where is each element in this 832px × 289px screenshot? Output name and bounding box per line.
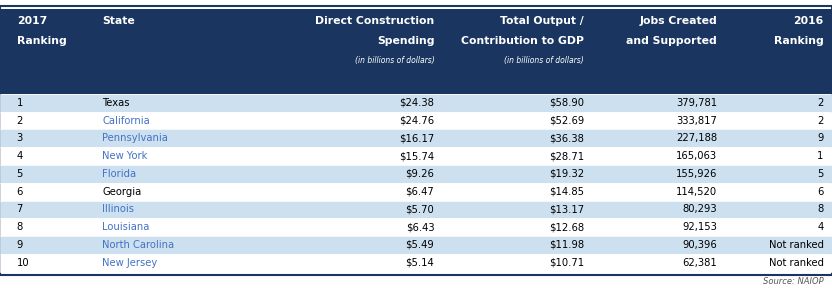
Text: 7: 7 [17,204,23,214]
Text: $58.90: $58.90 [549,98,584,108]
Text: 333,817: 333,817 [676,116,717,126]
Text: State: State [102,16,135,26]
Bar [0,183,832,201]
Text: $6.43: $6.43 [406,222,434,232]
Text: New Jersey: New Jersey [102,258,157,268]
Bar [0,94,832,112]
Text: 2: 2 [17,116,23,126]
Bar [0,218,832,236]
Text: $28.71: $28.71 [549,151,584,161]
Bar [0,254,832,272]
Text: 9: 9 [17,240,23,250]
Bar [0,236,832,254]
Text: Total Output /: Total Output / [500,16,584,26]
Text: 1: 1 [17,98,23,108]
Text: 4: 4 [17,151,23,161]
Text: $14.85: $14.85 [549,187,584,197]
Text: 6: 6 [817,187,824,197]
Text: Direct Construction: Direct Construction [315,16,434,26]
Text: 6: 6 [17,187,23,197]
Bar [0,165,832,183]
Text: 2: 2 [817,98,824,108]
Text: $5.14: $5.14 [405,258,434,268]
Text: Georgia: Georgia [102,187,141,197]
Text: $36.38: $36.38 [549,133,584,143]
Text: $9.26: $9.26 [405,169,434,179]
Text: 90,396: 90,396 [682,240,717,250]
Text: Illinois: Illinois [102,204,134,214]
Text: 114,520: 114,520 [676,187,717,197]
Text: and Supported: and Supported [626,36,717,46]
Text: 62,381: 62,381 [682,258,717,268]
Text: 8: 8 [817,204,824,214]
Text: (in billions of dollars): (in billions of dollars) [354,56,434,65]
Text: 155,926: 155,926 [676,169,717,179]
Text: $16.17: $16.17 [399,133,434,143]
Text: Ranking: Ranking [774,36,824,46]
Text: $15.74: $15.74 [399,151,434,161]
Text: $24.76: $24.76 [399,116,434,126]
Bar [0,112,832,129]
Text: (in billions of dollars): (in billions of dollars) [504,56,584,65]
Text: 80,293: 80,293 [682,204,717,214]
Text: $11.98: $11.98 [549,240,584,250]
Text: Source: NAIOP: Source: NAIOP [763,277,824,286]
Text: 2: 2 [817,116,824,126]
Text: 379,781: 379,781 [676,98,717,108]
Text: 10: 10 [17,258,29,268]
Text: $5.70: $5.70 [405,204,434,214]
Text: Contribution to GDP: Contribution to GDP [461,36,584,46]
Text: $10.71: $10.71 [549,258,584,268]
Text: New York: New York [102,151,148,161]
Text: Not ranked: Not ranked [769,240,824,250]
Text: Not ranked: Not ranked [769,258,824,268]
Text: $19.32: $19.32 [549,169,584,179]
Text: 165,063: 165,063 [676,151,717,161]
Text: $5.49: $5.49 [405,240,434,250]
Text: North Carolina: North Carolina [102,240,175,250]
Text: 92,153: 92,153 [682,222,717,232]
Bar [0,201,832,218]
Text: 3: 3 [17,133,23,143]
Text: 4: 4 [817,222,824,232]
Text: 5: 5 [17,169,23,179]
Text: 8: 8 [17,222,23,232]
Bar [0,147,832,165]
Text: $12.68: $12.68 [549,222,584,232]
Text: 227,188: 227,188 [676,133,717,143]
Text: 5: 5 [817,169,824,179]
Text: California: California [102,116,150,126]
Text: 2017: 2017 [17,16,47,26]
Text: $52.69: $52.69 [549,116,584,126]
Text: $6.47: $6.47 [405,187,434,197]
Text: Texas: Texas [102,98,130,108]
Text: 9: 9 [817,133,824,143]
Text: Louisiana: Louisiana [102,222,150,232]
Text: 2016: 2016 [794,16,824,26]
Text: Ranking: Ranking [17,36,67,46]
Text: Pennsylvania: Pennsylvania [102,133,168,143]
Text: Spending: Spending [377,36,434,46]
Text: Jobs Created: Jobs Created [640,16,717,26]
Bar [0,9,832,94]
Text: $24.38: $24.38 [399,98,434,108]
Text: Florida: Florida [102,169,136,179]
Bar [0,129,832,147]
Text: $13.17: $13.17 [549,204,584,214]
Text: 1: 1 [817,151,824,161]
